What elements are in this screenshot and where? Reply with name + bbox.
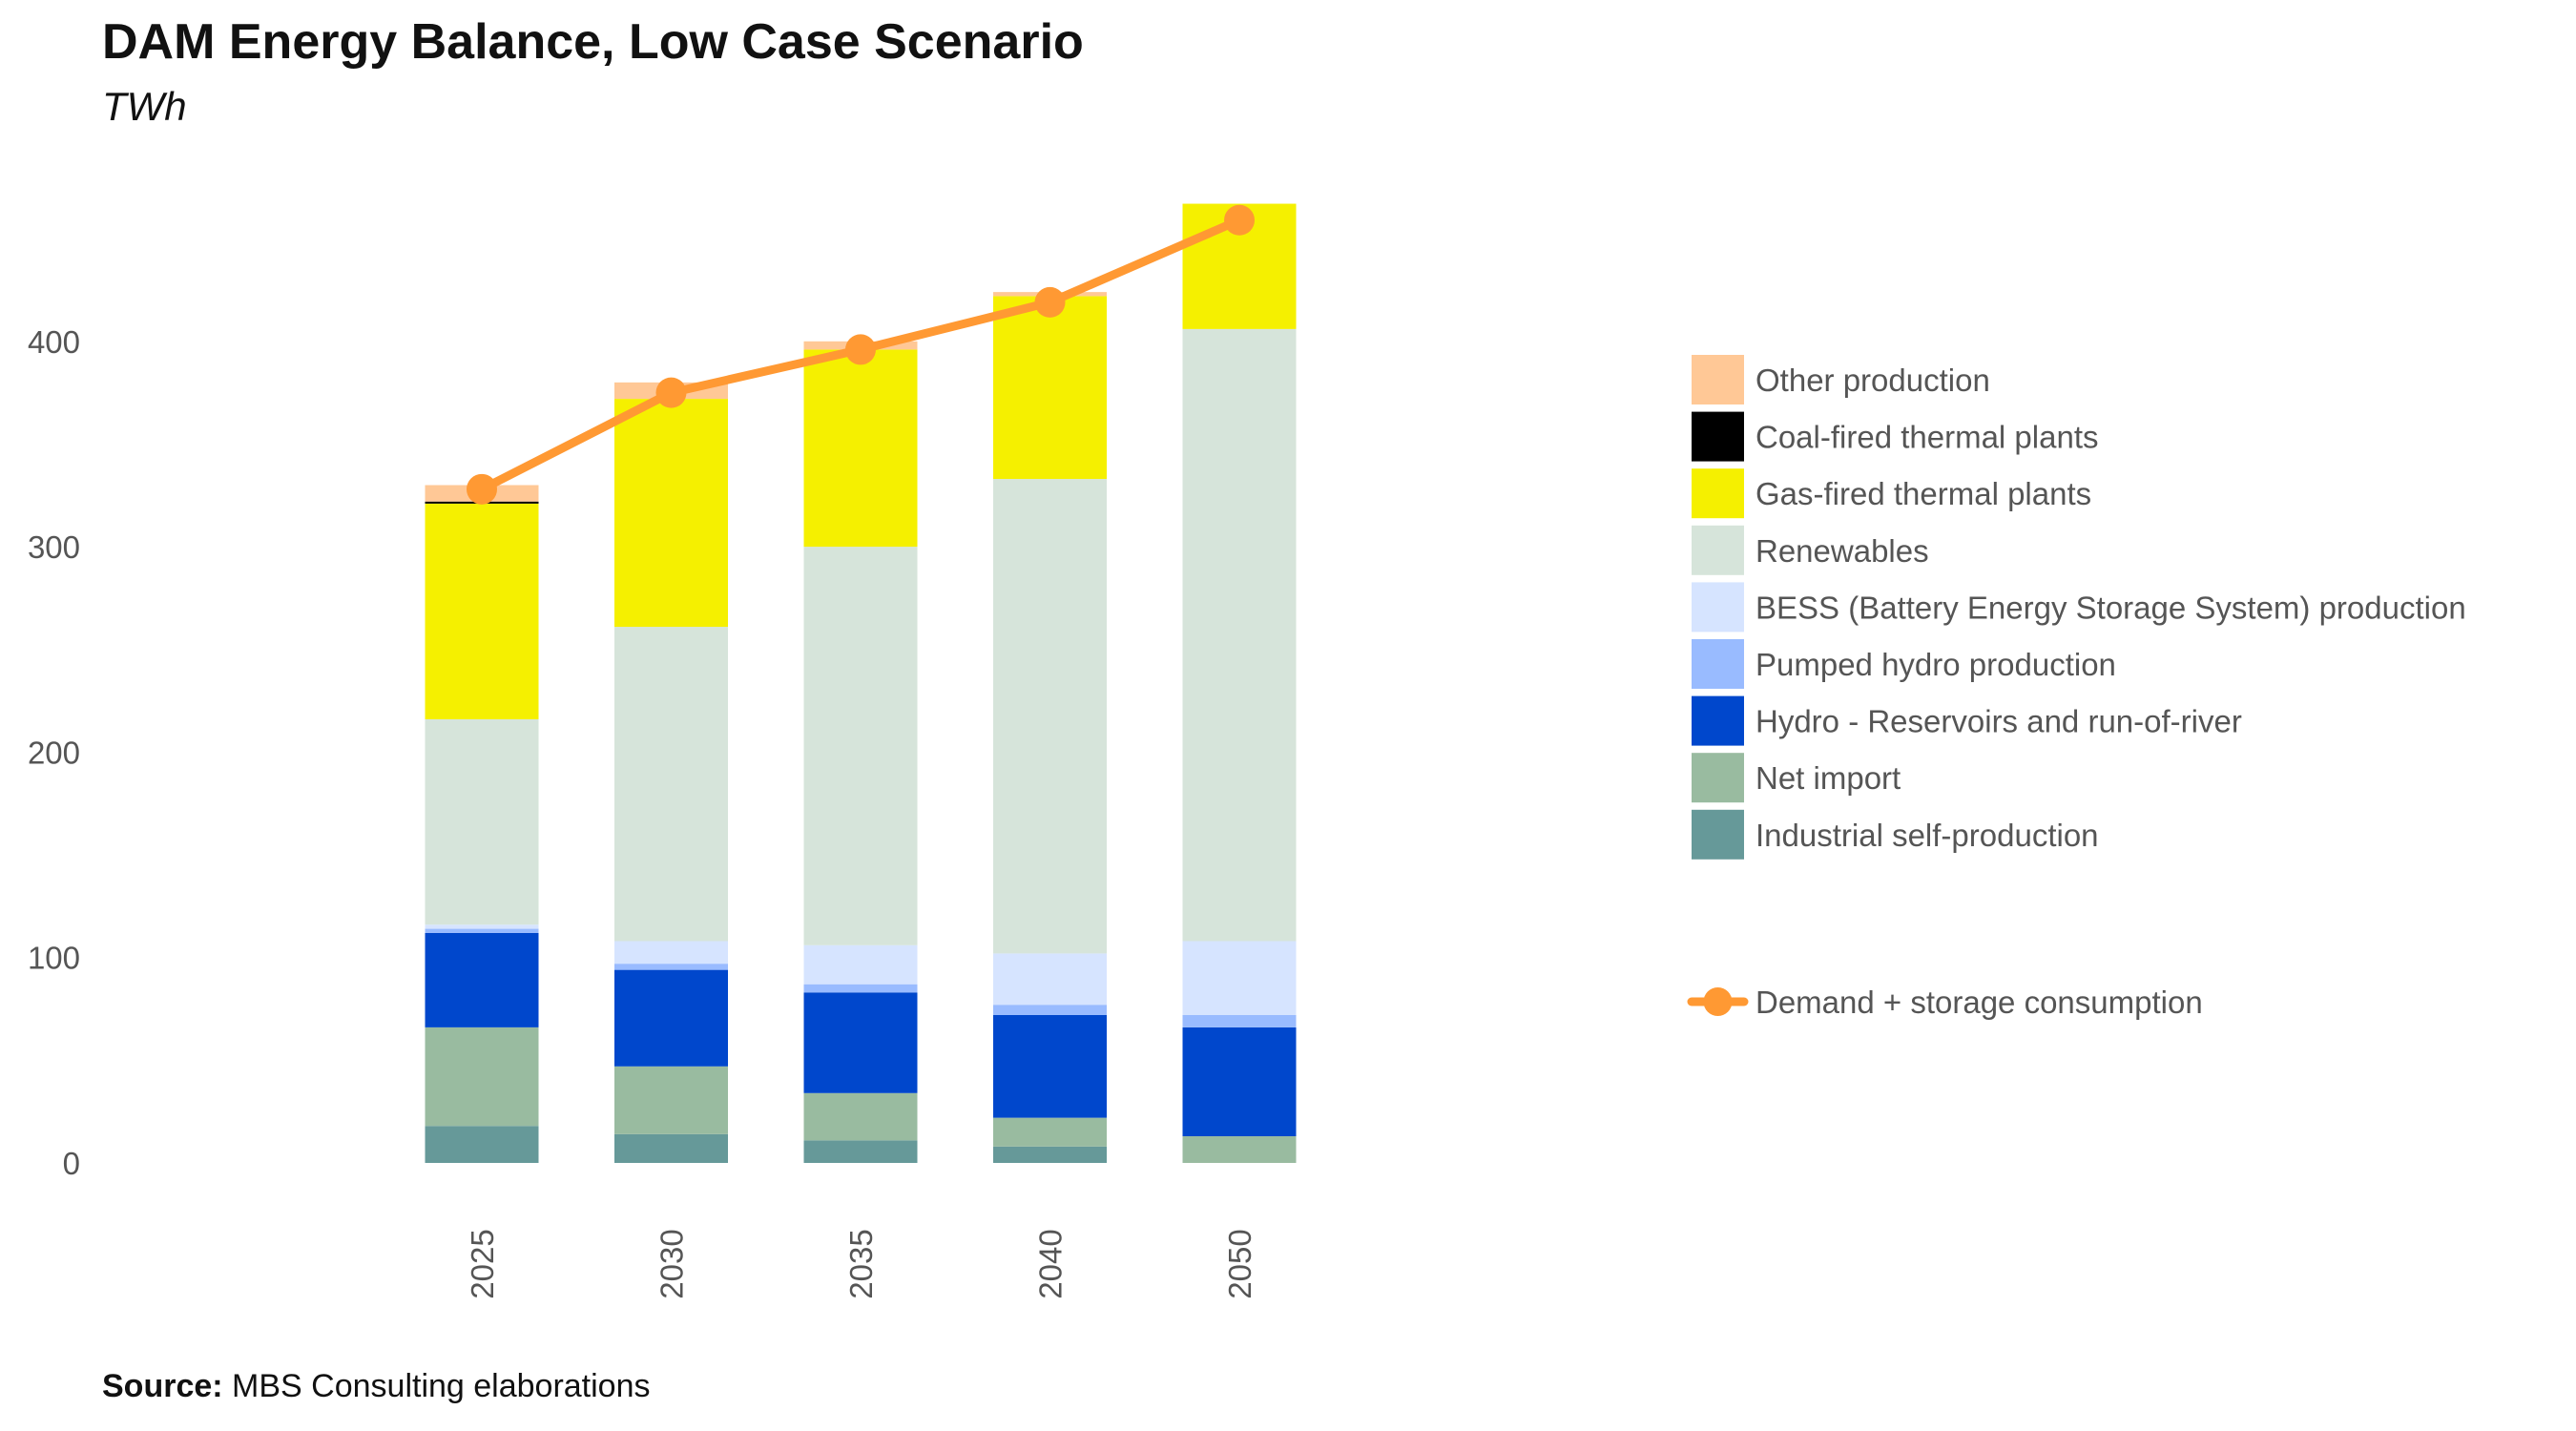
- bar-net-import-2025: [425, 1027, 539, 1127]
- bar-pumped-hydro-production-2030: [614, 964, 728, 970]
- bar-hydro-reservoirs-and-run-of-river-2025: [425, 932, 539, 1027]
- legend-item-gas-fired-thermal-plants: Gas-fired thermal plants: [1692, 468, 2091, 519]
- legend-label: Gas-fired thermal plants: [1755, 476, 2091, 511]
- bar-renewables-2035: [803, 547, 918, 945]
- bar-renewables-2025: [425, 718, 539, 925]
- bar-industrial-self-production-2025: [425, 1126, 539, 1163]
- legend-item-coal-fired-thermal-plants: Coal-fired thermal plants: [1692, 411, 2099, 462]
- legend-swatch: [1692, 525, 1744, 575]
- legend-swatch: [1692, 639, 1744, 689]
- legend-label: Coal-fired thermal plants: [1755, 420, 2099, 455]
- x-tick-label: 2040: [1033, 1229, 1069, 1298]
- y-axis: 0 100 200 300 400: [28, 324, 80, 1181]
- bar-renewables-2030: [614, 627, 728, 942]
- bar-industrial-self-production-2040: [993, 1146, 1107, 1163]
- bar-gas-fired-thermal-plants-2025: [425, 503, 539, 719]
- bar-hydro-reservoirs-and-run-of-river-2035: [803, 992, 918, 1093]
- legend-label: Pumped hydro production: [1755, 647, 2116, 682]
- bar-bess-battery-energy-storage-system-production-2030: [614, 941, 728, 964]
- legend-swatch: [1692, 753, 1744, 803]
- x-tick-label: 2025: [465, 1229, 500, 1298]
- bar-hydro-reservoirs-and-run-of-river-2030: [614, 969, 728, 1067]
- legend-label: Hydro - Reservoirs and run-of-river: [1755, 704, 2242, 739]
- bar-pumped-hydro-production-2025: [425, 928, 539, 933]
- legend-label: Other production: [1755, 363, 1990, 398]
- source-note: Source: MBS Consulting elaborations: [102, 1368, 651, 1405]
- bar-industrial-self-production-2030: [614, 1133, 728, 1163]
- bar-stack-2035: [803, 341, 918, 1163]
- legend-swatch: [1692, 809, 1744, 860]
- bar-renewables-2050: [1182, 328, 1297, 942]
- legend-label: Net import: [1755, 760, 1901, 796]
- bars: [425, 203, 1297, 1163]
- bar-net-import-2050: [1182, 1136, 1297, 1163]
- bar-pumped-hydro-production-2035: [803, 984, 918, 993]
- bar-pumped-hydro-production-2040: [993, 1005, 1107, 1015]
- legend-item-hydro-reservoirs-and-run-of-river: Hydro - Reservoirs and run-of-river: [1692, 695, 2242, 746]
- legend-item-renewables: Renewables: [1692, 525, 1929, 575]
- legend-swatch: [1692, 411, 1744, 462]
- x-tick-label: 2030: [654, 1229, 690, 1298]
- legend-line-marker: [1703, 987, 1733, 1016]
- bar-stack-2050: [1182, 203, 1297, 1163]
- legend-label: Demand + storage consumption: [1755, 985, 2203, 1020]
- legend-item-demand-storage-consumption: Demand + storage consumption: [1687, 985, 2203, 1020]
- y-tick-label: 100: [28, 941, 80, 976]
- legend-swatch: [1692, 582, 1744, 633]
- legend-swatch: [1692, 355, 1744, 404]
- legend-item-industrial-self-production: Industrial self-production: [1692, 809, 2099, 860]
- y-tick-label: 200: [28, 735, 80, 770]
- bar-bess-battery-energy-storage-system-production-2040: [993, 953, 1107, 1006]
- demand-point-2030: [655, 377, 687, 408]
- bar-net-import-2030: [614, 1066, 728, 1134]
- source-label: Source:: [102, 1368, 223, 1404]
- demand-point-2035: [845, 334, 876, 365]
- bar-net-import-2035: [803, 1092, 918, 1141]
- demand-point-2025: [467, 473, 497, 505]
- legend-swatch: [1692, 695, 1744, 746]
- bar-stack-2025: [425, 485, 539, 1163]
- legend-item-net-import: Net import: [1692, 753, 1901, 803]
- legend: Other production Coal-fired thermal plant…: [1687, 355, 2466, 1020]
- bar-bess-battery-energy-storage-system-production-2025: [425, 924, 539, 929]
- x-axis: 2025 2030 2035 2040 2050: [465, 1229, 1257, 1298]
- chart-subtitle: TWh: [102, 84, 187, 129]
- bar-stack-2040: [993, 292, 1107, 1163]
- bar-pumped-hydro-production-2050: [1182, 1014, 1297, 1027]
- bar-hydro-reservoirs-and-run-of-river-2040: [993, 1014, 1107, 1118]
- legend-label: BESS (Battery Energy Storage System) pro…: [1755, 590, 2466, 625]
- y-tick-label: 400: [28, 324, 80, 360]
- bar-bess-battery-energy-storage-system-production-2035: [803, 944, 918, 985]
- source-text: MBS Consulting elaborations: [222, 1368, 651, 1404]
- legend-item-bess-battery-energy-storage-system-production: BESS (Battery Energy Storage System) pro…: [1692, 582, 2466, 633]
- bar-gas-fired-thermal-plants-2035: [803, 349, 918, 548]
- bar-hydro-reservoirs-and-run-of-river-2050: [1182, 1027, 1297, 1137]
- y-tick-label: 0: [63, 1146, 80, 1181]
- demand-point-2050: [1224, 204, 1255, 236]
- demand-point-2040: [1034, 286, 1066, 318]
- legend-item-pumped-hydro-production: Pumped hydro production: [1692, 639, 2116, 689]
- bar-industrial-self-production-2035: [803, 1140, 918, 1163]
- chart-title: DAM Energy Balance, Low Case Scenario: [102, 14, 1084, 70]
- x-tick-label: 2035: [843, 1229, 879, 1298]
- bar-gas-fired-thermal-plants-2040: [993, 296, 1107, 480]
- bar-net-import-2040: [993, 1117, 1107, 1147]
- bar-stack-2030: [614, 382, 728, 1163]
- bar-bess-battery-energy-storage-system-production-2050: [1182, 941, 1297, 1015]
- x-tick-label: 2050: [1222, 1229, 1257, 1298]
- demand-line-series: [467, 204, 1255, 505]
- legend-item-other-production: Other production: [1692, 355, 1990, 404]
- legend-label: Industrial self-production: [1755, 818, 2099, 853]
- legend-swatch: [1692, 468, 1744, 519]
- bar-renewables-2040: [993, 479, 1107, 954]
- bar-gas-fired-thermal-plants-2030: [614, 399, 728, 628]
- legend-label: Renewables: [1755, 533, 1929, 569]
- y-tick-label: 300: [28, 529, 80, 565]
